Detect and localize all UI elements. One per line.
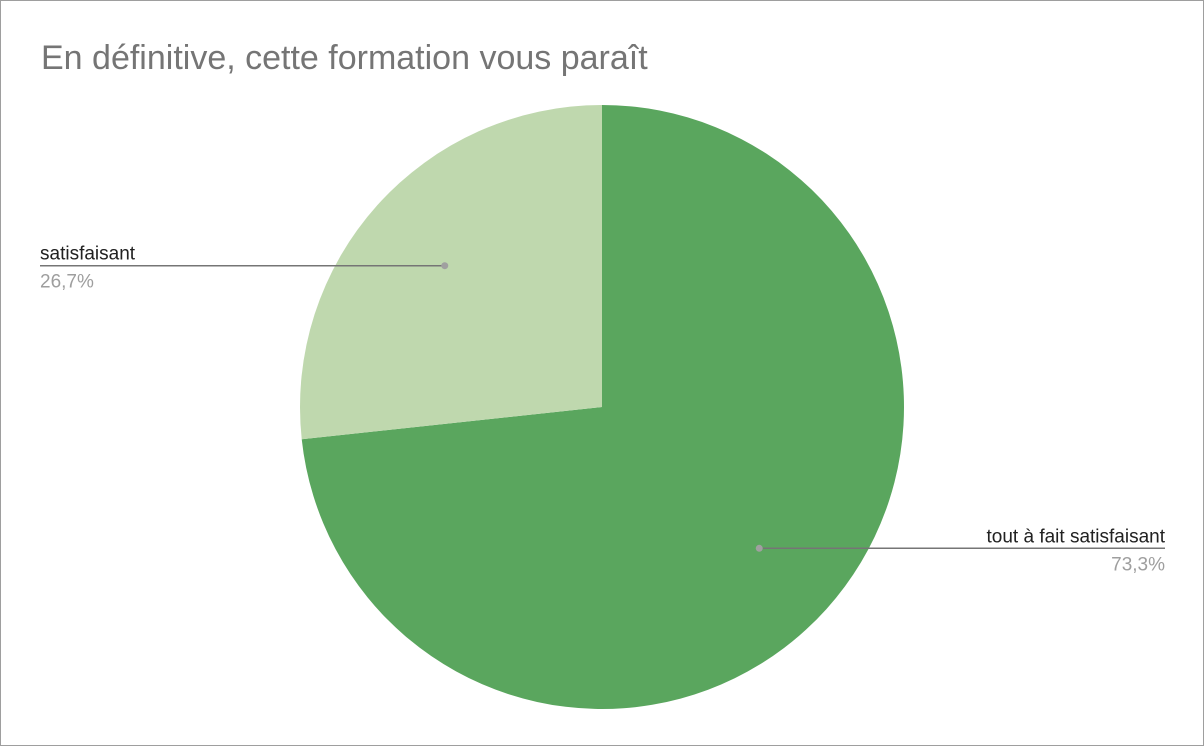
- pie-slice-2: [300, 105, 602, 440]
- slice-label-1: tout à fait satisfaisant: [987, 526, 1166, 547]
- slice-percent-2: 26,7%: [40, 272, 94, 293]
- chart-title: En définitive, cette formation vous para…: [41, 39, 648, 77]
- slice-percent-1: 73,3%: [1111, 554, 1165, 575]
- pie-slice-1: [301, 105, 904, 710]
- leader-dot-1: [755, 544, 763, 552]
- leader-dot-2: [441, 262, 449, 270]
- slice-label-2: satisfaisant: [40, 244, 136, 265]
